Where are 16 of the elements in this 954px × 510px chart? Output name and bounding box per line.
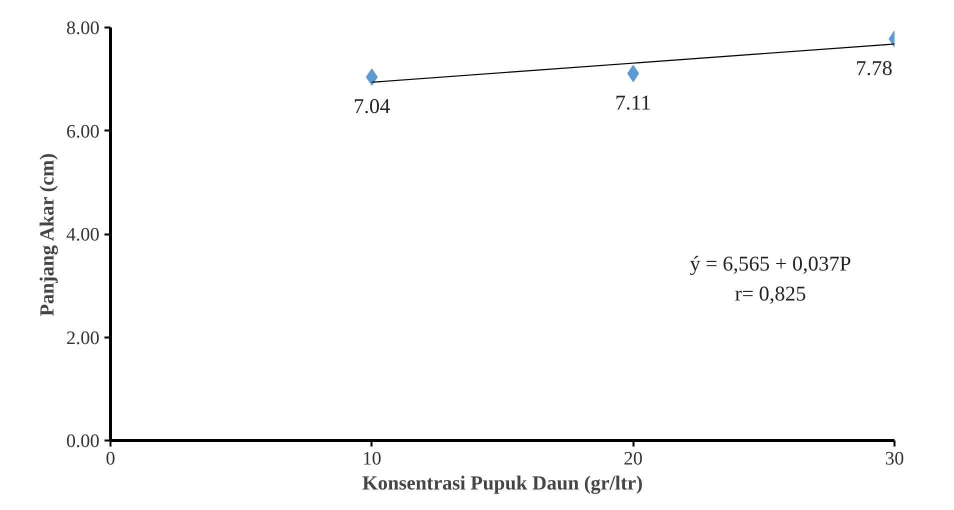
data-label: 7.11: [615, 90, 652, 114]
x-axis-title: Konsentrasi Pupuk Daun (gr/ltr): [362, 472, 643, 494]
data-label: 7.04: [353, 94, 391, 118]
y-tick-label: 4.00: [66, 224, 100, 246]
y-tick-label: 6.00: [66, 121, 100, 142]
annotation: r= 0,825: [734, 282, 806, 306]
data-label: 7.78: [856, 56, 892, 80]
y-tick-label: 8.00: [66, 18, 100, 39]
x-tick-label: 30: [885, 448, 904, 470]
x-tick-label: 20: [624, 448, 643, 470]
y-tick-label: 0.00: [66, 431, 100, 452]
y-tick-label: 2.00: [66, 328, 100, 349]
annotation: ý = 6,565 + 0,037P: [690, 252, 852, 276]
x-tick-label: 10: [362, 448, 382, 470]
x-tick-label: 0: [106, 448, 116, 470]
y-axis-title: Panjang Akar (cm): [36, 153, 58, 316]
